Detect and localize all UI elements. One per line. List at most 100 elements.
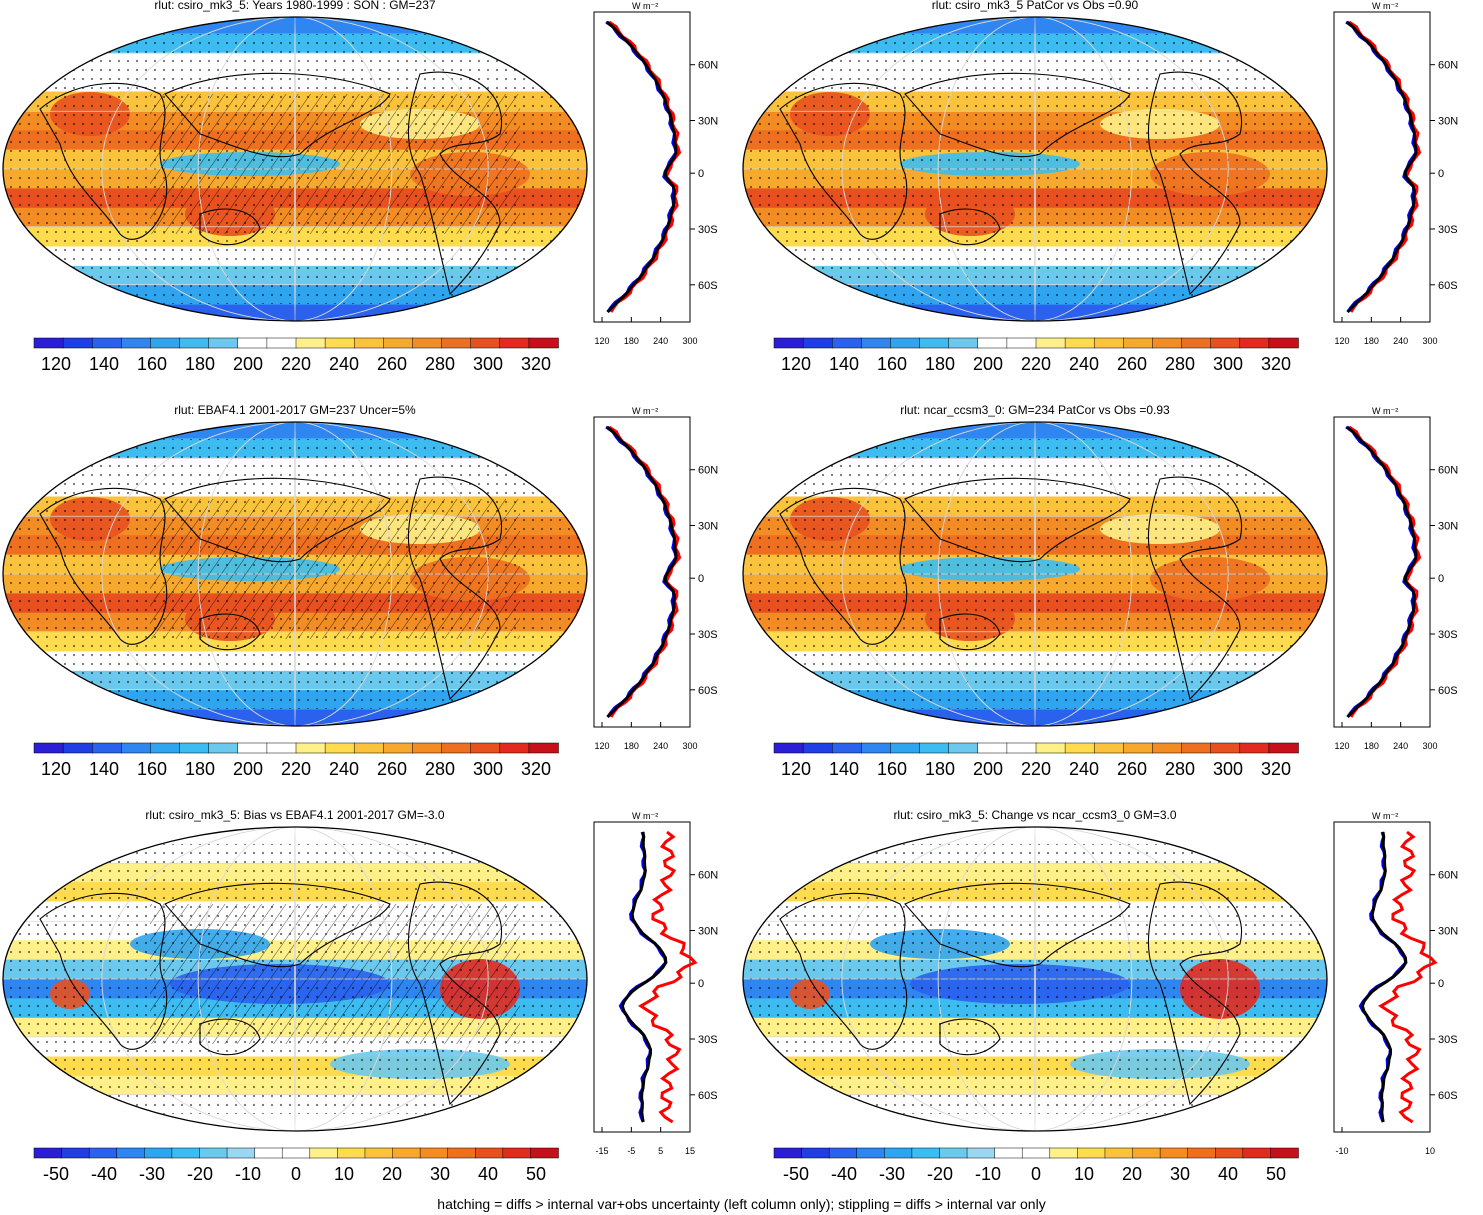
- profile-unit: W m⁻²: [1372, 1, 1398, 11]
- profile-unit: W m⁻²: [632, 1, 658, 11]
- colorbar-swatch: [324, 337, 355, 349]
- x-tick-label: 10: [1425, 1146, 1435, 1156]
- profile-line-black: [606, 20, 678, 314]
- longitude-line: [937, 827, 1133, 1131]
- coastline: [39, 881, 503, 1106]
- panel-title: rlut: csiro_mk3_5: Bias vs EBAF4.1 2001-…: [145, 808, 445, 822]
- colorbar-label: 260: [1117, 759, 1147, 779]
- colorbar-swatch: [861, 742, 892, 754]
- map-border: [742, 16, 1328, 322]
- profile-frame: [593, 416, 691, 728]
- map-field: [3, 422, 587, 726]
- colorbar-label: 200: [233, 354, 263, 374]
- colorbar-swatch: [802, 742, 833, 754]
- colorbar-label: 180: [925, 759, 955, 779]
- colorbar-swatch: [353, 337, 385, 349]
- x-tick-label: 240: [1393, 336, 1408, 346]
- hatching: [150, 904, 520, 1044]
- colorbar-swatch: [171, 1147, 201, 1159]
- colorbar-label: 50: [1266, 1164, 1286, 1184]
- profile-line-blue: [1345, 20, 1418, 313]
- x-tick-label: 120: [594, 741, 609, 751]
- profile-unit: W m⁻²: [1372, 811, 1398, 821]
- map-field: [3, 17, 587, 321]
- colorbar-swatch: [208, 742, 239, 754]
- colorbar-label: 180: [185, 354, 215, 374]
- colorbar-label: -40: [91, 1164, 117, 1184]
- profile-line-blue: [1345, 425, 1418, 718]
- coastline: [39, 476, 503, 701]
- lat-label: 60S: [698, 280, 718, 292]
- coastline: [779, 881, 1243, 1106]
- colorbar-swatch: [966, 1147, 996, 1159]
- colorbar-swatch: [1210, 742, 1241, 754]
- colorbar-swatch: [295, 337, 326, 349]
- profile-line-red: [1378, 830, 1438, 1124]
- longitude-line: [1034, 827, 1036, 1131]
- colorbar-label: 140: [829, 759, 859, 779]
- colorbar-label: 10: [1074, 1164, 1094, 1184]
- profile-unit: W m⁻²: [632, 811, 658, 821]
- profile-line-black: [1360, 831, 1408, 1123]
- panel-bias: rlut: csiro_mk3_5: Bias vs EBAF4.1 2001-…: [0, 808, 740, 1215]
- colorbar-swatch: [499, 742, 530, 754]
- colorbar-label: -20: [927, 1164, 953, 1184]
- colorbar-label: 320: [1261, 354, 1291, 374]
- colorbar-swatch: [1123, 337, 1154, 349]
- colorbar-label: 240: [329, 354, 359, 374]
- lat-label: 60S: [698, 685, 718, 697]
- x-tick-label: -5: [627, 1146, 635, 1156]
- lat-label: 60N: [698, 465, 718, 477]
- colorbar-swatch: [62, 742, 93, 754]
- x-tick-label: -10: [1335, 1146, 1348, 1156]
- colorbar-label: 320: [521, 759, 551, 779]
- map-field: [743, 17, 1327, 321]
- colorbar-swatch: [502, 1147, 532, 1159]
- colorbar-swatch: [1035, 742, 1066, 754]
- colorbar-swatch: [528, 337, 559, 349]
- lat-label: 30S: [1438, 1034, 1458, 1046]
- colorbar-label: 30: [430, 1164, 450, 1184]
- colorbar-label: 220: [1021, 759, 1051, 779]
- colorbar-swatch: [828, 1147, 858, 1159]
- longitude-line: [937, 422, 1133, 726]
- colorbar-label: 120: [41, 354, 71, 374]
- colorbar-label: 160: [877, 354, 907, 374]
- x-tick-label: 120: [1334, 741, 1349, 751]
- colorbar-swatch: [1159, 1147, 1189, 1159]
- lat-label: 0: [698, 573, 704, 585]
- longitude-line: [197, 422, 393, 726]
- colorbar-swatch: [1035, 337, 1066, 349]
- lat-label: 0: [1438, 573, 1444, 585]
- colorbar-swatch: [939, 1147, 968, 1159]
- profile-frame: [1333, 11, 1431, 323]
- x-tick-label: 120: [1334, 336, 1349, 346]
- zonal-mean-profile: W m⁻² 60N 30N 0 30S 60S 120 180 240 300: [1333, 1, 1458, 346]
- colorbar-swatch: [353, 742, 385, 754]
- lat-label: 30S: [1438, 224, 1458, 236]
- colorbar-swatch: [1049, 1147, 1079, 1159]
- colorbar-label: 120: [781, 354, 811, 374]
- colorbar-label: -50: [783, 1164, 809, 1184]
- x-tick-label: -15: [595, 1146, 608, 1156]
- colorbar-label: 120: [781, 759, 811, 779]
- panel-title: rlut: EBAF4.1 2001-2017 GM=237 Uncer=5%: [174, 403, 416, 417]
- longitude-line: [841, 422, 1229, 726]
- colorbar-swatch: [441, 337, 472, 349]
- panel-model-patcor: rlut: csiro_mk3_5 PatCor vs Obs =0.90 W …: [740, 0, 1480, 405]
- x-tick-label: 300: [1422, 741, 1437, 751]
- colorbar-label: 220: [281, 354, 311, 374]
- lat-label: 30N: [698, 926, 718, 938]
- colorbar-swatch: [1132, 1147, 1161, 1159]
- lat-label: 30S: [698, 629, 718, 641]
- colorbar-swatch: [364, 1147, 394, 1159]
- colorbar-swatch: [977, 337, 1008, 349]
- colorbar-swatch: [773, 742, 804, 754]
- colorbar-label: 10: [334, 1164, 354, 1184]
- colorbar-swatch: [1215, 1147, 1244, 1159]
- colorbar-swatch: [419, 1147, 449, 1159]
- map-border: [742, 421, 1328, 727]
- colorbar-swatch: [1210, 337, 1241, 349]
- global-map: [742, 16, 1328, 322]
- map-field: [3, 827, 587, 1131]
